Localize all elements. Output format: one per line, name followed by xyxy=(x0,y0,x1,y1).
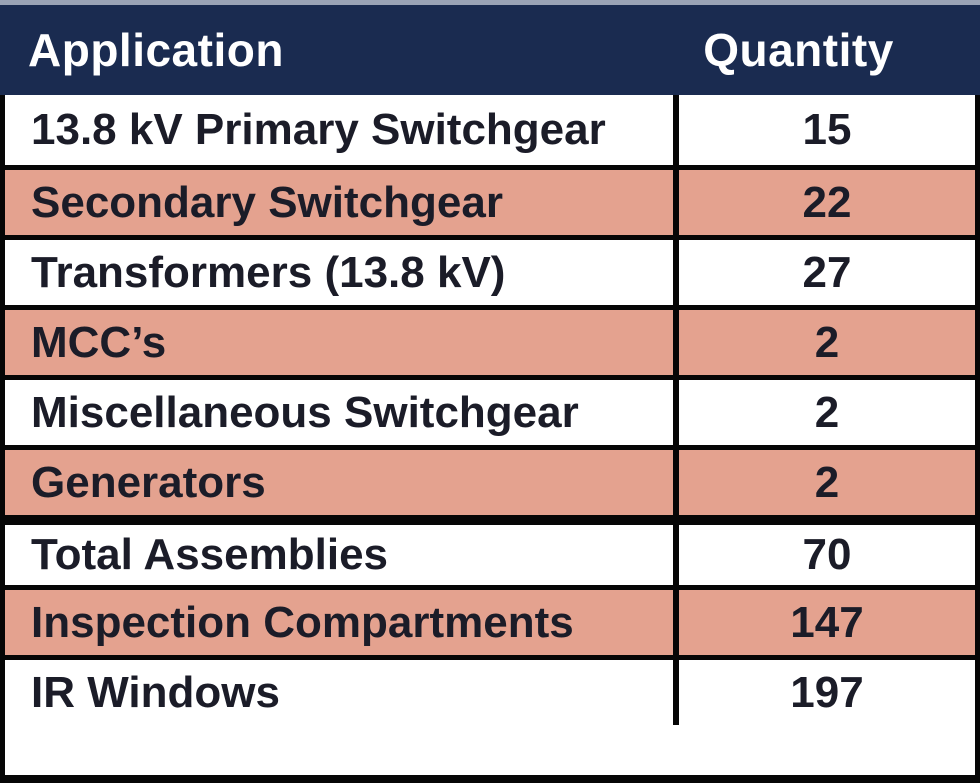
table-row: 13.8 kV Primary Switchgear 15 xyxy=(5,95,975,165)
quantity-cell: 147 xyxy=(790,597,864,647)
application-cell: MCC’s xyxy=(5,310,679,375)
top-strip xyxy=(0,0,980,5)
table-body: 13.8 kV Primary Switchgear 15 Secondary … xyxy=(0,95,980,783)
quantity-cell: 2 xyxy=(814,387,840,437)
quantity-cell: 2 xyxy=(814,457,840,507)
quantity-cell: 197 xyxy=(790,667,864,717)
application-cell: Transformers (13.8 kV) xyxy=(5,240,679,305)
quantity-cell: 22 xyxy=(802,177,852,227)
table-row: Secondary Switchgear 22 xyxy=(5,165,975,235)
application-cell: Generators xyxy=(5,450,679,515)
table-row: Miscellaneous Switchgear 2 xyxy=(5,375,975,445)
table-row: IR Windows 197 xyxy=(5,655,975,725)
quantity-cell: 70 xyxy=(802,530,852,579)
table-row: Transformers (13.8 kV) 27 xyxy=(5,235,975,305)
quantity-cell: 27 xyxy=(802,247,852,297)
table-header-row: Application Quantity xyxy=(0,5,980,95)
quantity-cell: 15 xyxy=(802,105,852,154)
application-cell: Total Assemblies xyxy=(5,525,679,585)
application-cell: IR Windows xyxy=(5,660,679,725)
column-header-application: Application xyxy=(28,24,284,76)
table-row: Total Assemblies 70 xyxy=(5,515,975,585)
application-cell: Secondary Switchgear xyxy=(5,170,679,235)
table-row: Inspection Compartments 147 xyxy=(5,585,975,655)
application-cell: Miscellaneous Switchgear xyxy=(5,380,679,445)
column-header-quantity: Quantity xyxy=(703,24,894,76)
table-row: MCC’s 2 xyxy=(5,305,975,375)
application-cell: 13.8 kV Primary Switchgear xyxy=(5,95,679,165)
quantity-cell: 2 xyxy=(814,317,840,367)
application-cell: Inspection Compartments xyxy=(5,590,679,655)
table-row: Generators 2 xyxy=(5,445,975,515)
